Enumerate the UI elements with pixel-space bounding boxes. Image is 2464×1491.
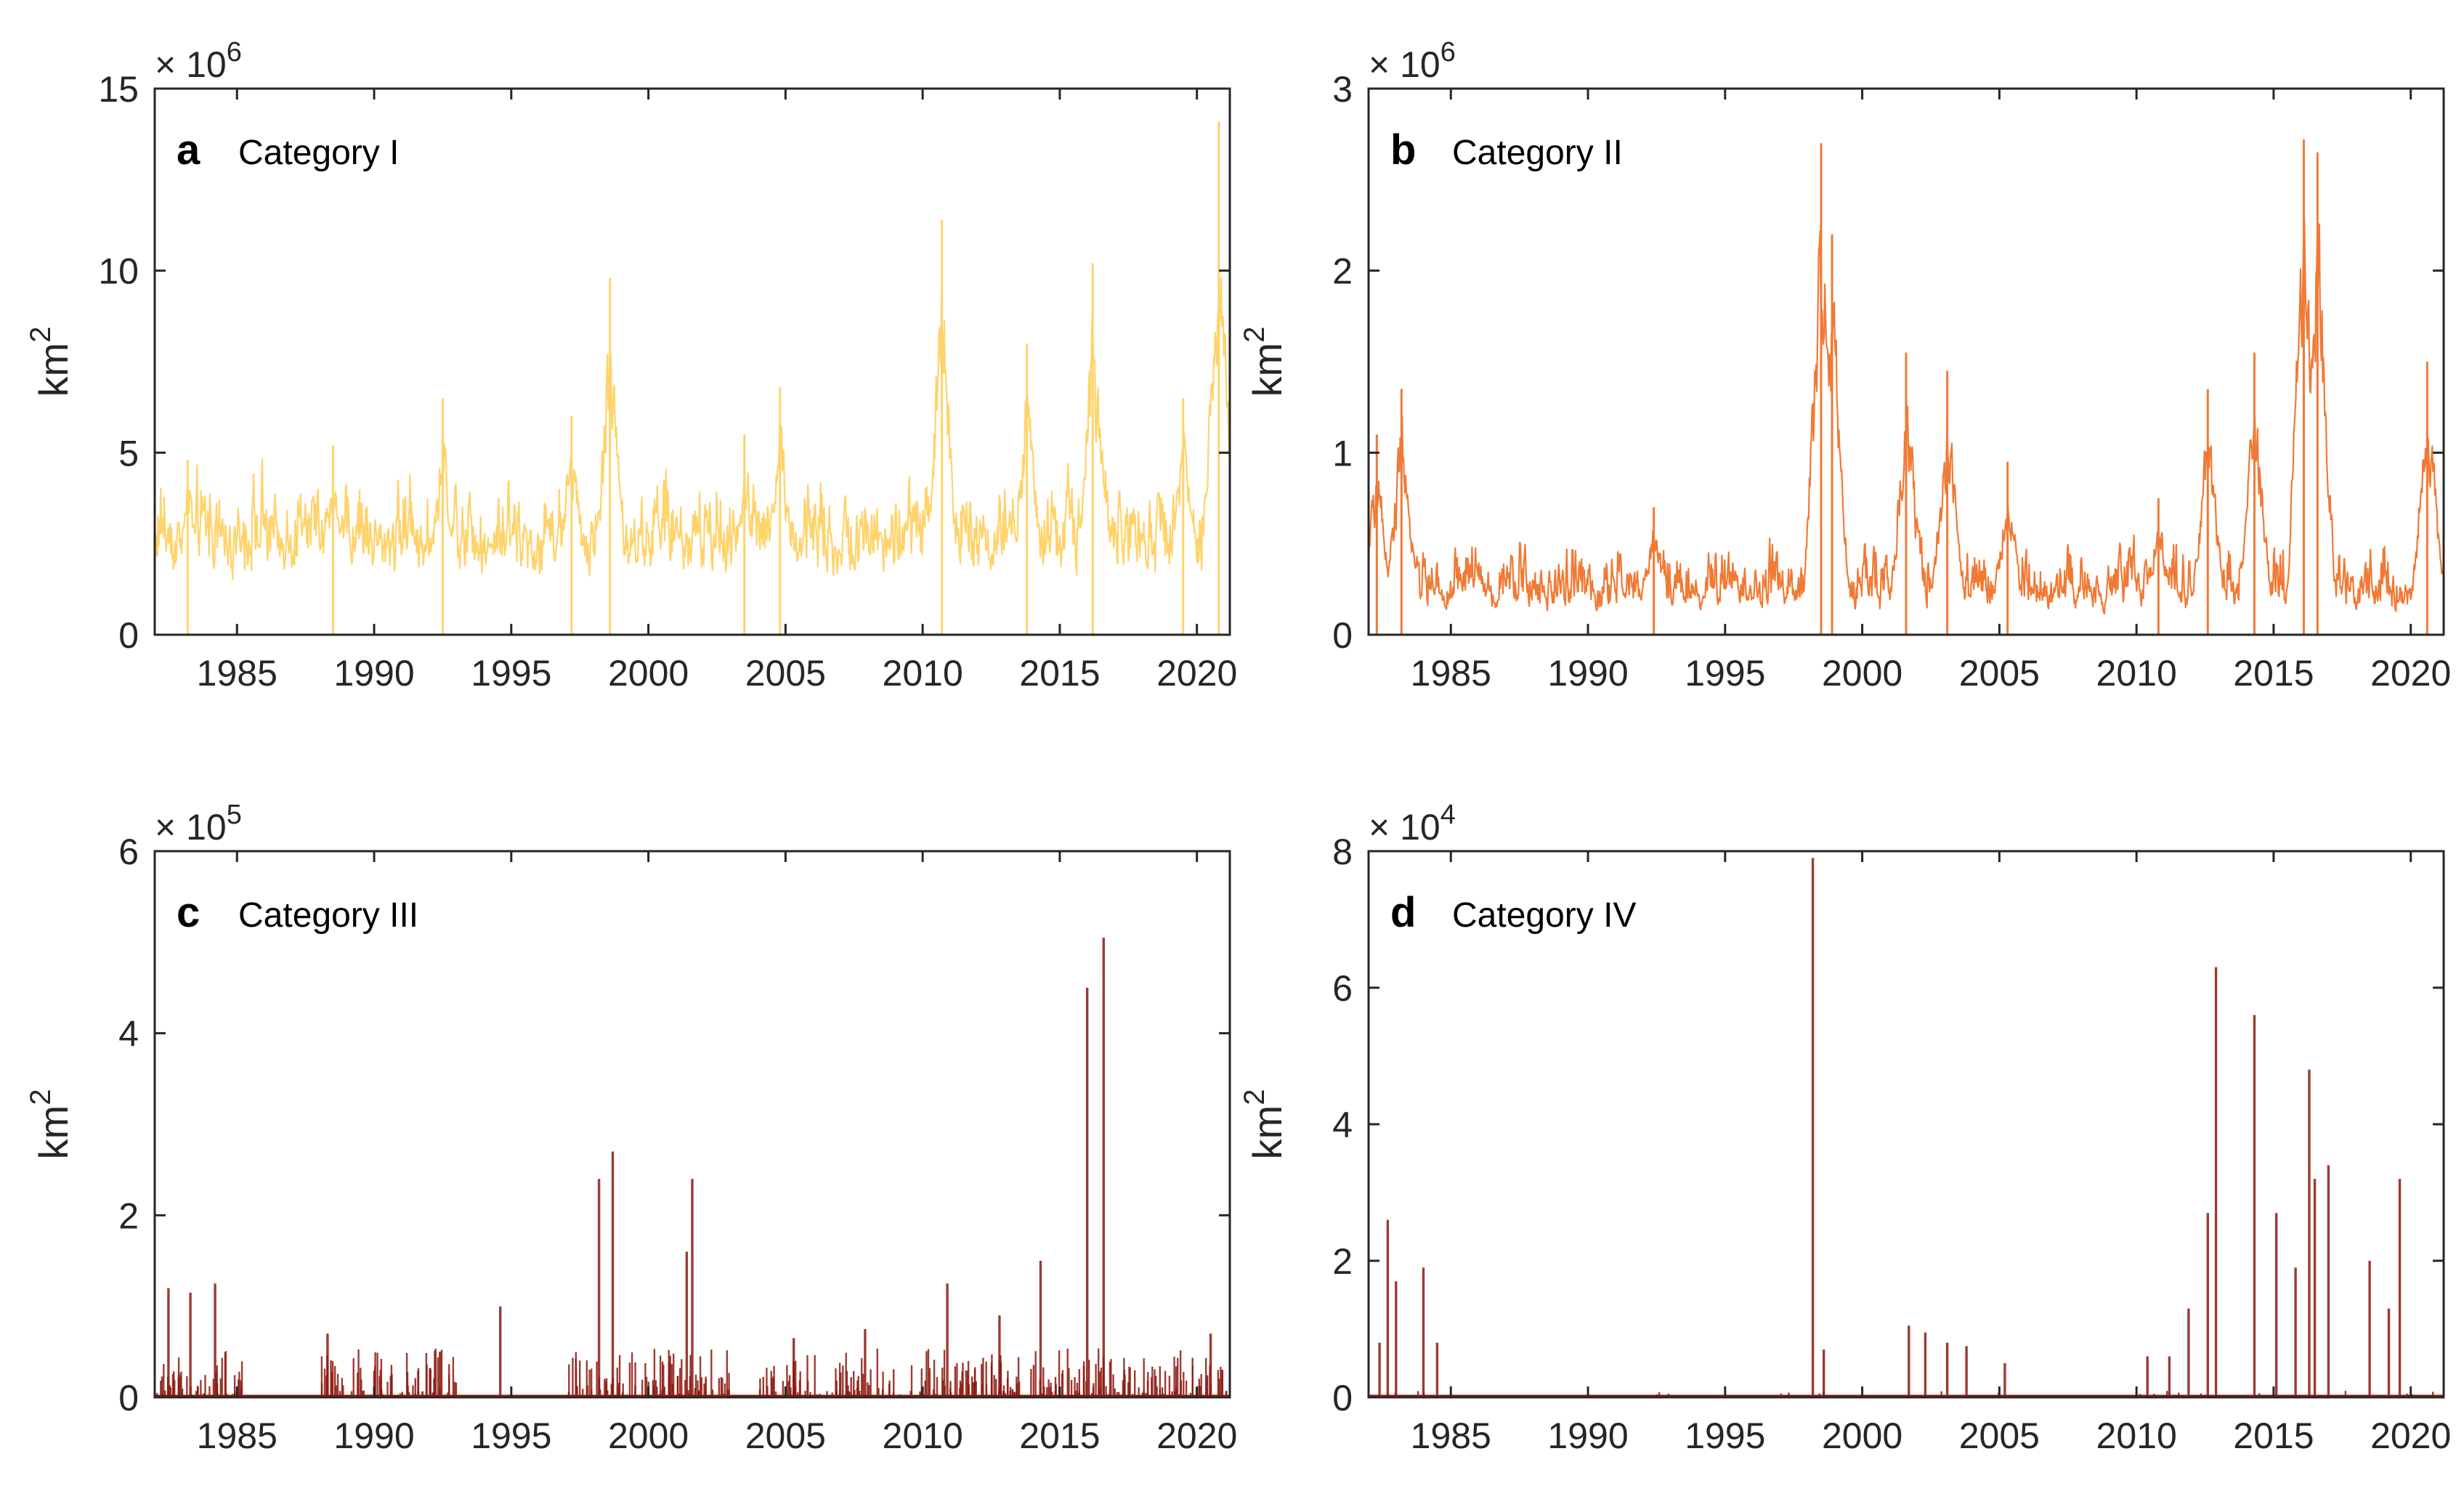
y-axis-label: km2 [1239, 327, 1290, 397]
y-axis-label-power: 2 [1239, 1089, 1270, 1105]
x-tick-label: 2010 [2096, 1415, 2177, 1456]
y-axis-label: km2 [25, 327, 76, 397]
y-tick-label: 1 [1332, 433, 1353, 474]
y-tick-label: 3 [1332, 69, 1353, 110]
y-tick-label: 2 [1332, 251, 1353, 292]
axis-exponent-power: 6 [227, 37, 242, 68]
x-tick-label: 1995 [471, 1415, 551, 1456]
x-tick-label: 1990 [333, 1415, 414, 1456]
x-tick-label: 2020 [2370, 1415, 2451, 1456]
axis-exponent-power: 6 [1440, 37, 1456, 68]
x-tick-label: 2015 [1019, 653, 1100, 694]
x-tick-label: 1990 [333, 653, 414, 694]
axis-exponent: × 105 [155, 800, 242, 848]
panel-letter: a [177, 126, 200, 174]
axis-exponent: × 104 [1369, 800, 1456, 848]
x-tick-label: 2000 [1822, 653, 1902, 694]
y-tick-label: 6 [118, 832, 139, 872]
panel-letter: c [177, 889, 200, 936]
x-tick-label: 2015 [1019, 1415, 1100, 1456]
x-tick-label: 2010 [883, 653, 963, 694]
x-tick-label: 1995 [1685, 1415, 1765, 1456]
panel-letter: b [1390, 126, 1416, 174]
panel-title: Category IV [1452, 896, 1636, 935]
x-tick-label: 1990 [1547, 653, 1628, 694]
x-tick-label: 2020 [2370, 653, 2451, 694]
panel-title: Category I [238, 134, 399, 172]
x-tick-label: 2005 [1959, 653, 2040, 694]
x-tick-label: 1985 [197, 653, 277, 694]
y-tick-label: 15 [98, 69, 139, 110]
x-tick-label: 2010 [883, 1415, 963, 1456]
y-tick-label: 4 [1332, 1105, 1353, 1145]
x-tick-label: 2005 [745, 1415, 826, 1456]
x-tick-label: 2000 [608, 1415, 689, 1456]
x-tick-label: 1985 [1411, 653, 1491, 694]
y-axis-label-power: 2 [25, 327, 57, 343]
x-tick-label: 2000 [1822, 1415, 1902, 1456]
y-axis-label-power: 2 [25, 1089, 57, 1105]
plot-border [153, 850, 1231, 1399]
plot-border [153, 87, 1231, 636]
y-axis-label: km2 [1239, 1089, 1290, 1160]
y-tick-label: 8 [1332, 832, 1353, 872]
panel-b: 0 1 2 3 1985 1990 1995 2000 2005 2010 2015 2020 × 10… [1239, 37, 2451, 694]
panel-title: Category III [238, 896, 418, 935]
y-axis-label: km2 [25, 1089, 76, 1160]
y-tick-label: 0 [118, 615, 139, 656]
x-tick-label: 2015 [2233, 1415, 2314, 1456]
x-tick-label: 1985 [1411, 1415, 1491, 1456]
y-tick-label: 6 [1332, 968, 1353, 1009]
y-tick-label: 2 [118, 1195, 139, 1236]
y-tick-label: 2 [1332, 1241, 1353, 1282]
x-tick-label: 2005 [1959, 1415, 2040, 1456]
axis-exponent: × 106 [1369, 37, 1456, 85]
x-tick-label: 2000 [608, 653, 689, 694]
panel-a: 0 5 10 15 1985 1990 1995 2000 2005 2010 2015 2020 × … [25, 37, 1237, 694]
plot-border [1367, 87, 2445, 636]
x-tick-label: 2010 [2096, 653, 2177, 694]
panel-d: 0 2 4 6 8 1985 1990 1995 2000 2005 2010 2015 2020 × 1… [1239, 800, 2451, 1456]
x-tick-label: 2005 [745, 653, 826, 694]
x-tick-label: 1985 [197, 1415, 277, 1456]
panel-c: 0 2 4 6 1985 1990 1995 2000 2005 2010 2015 2020 × 10… [25, 800, 1237, 1456]
y-tick-label: 10 [98, 251, 139, 292]
panel-letter: d [1390, 889, 1416, 936]
x-tick-label: 2020 [1156, 1415, 1237, 1456]
axis-exponent-power: 4 [1440, 800, 1456, 830]
panel-title: Category II [1452, 134, 1623, 172]
plot-area [1367, 850, 2445, 1399]
y-tick-label: 0 [1332, 615, 1353, 656]
x-tick-label: 1995 [471, 653, 551, 694]
x-tick-label: 1990 [1547, 1415, 1628, 1456]
y-tick-label: 5 [118, 433, 139, 474]
axis-exponent-power: 5 [227, 800, 242, 830]
x-tick-label: 2020 [1156, 653, 1237, 694]
axis-exponent: × 106 [155, 37, 242, 85]
y-tick-label: 4 [118, 1014, 139, 1055]
x-tick-label: 2015 [2233, 653, 2314, 694]
y-tick-label: 0 [1332, 1378, 1353, 1418]
x-tick-label: 1995 [1685, 653, 1765, 694]
y-axis-label-power: 2 [1239, 327, 1270, 343]
y-tick-label: 0 [118, 1378, 139, 1418]
